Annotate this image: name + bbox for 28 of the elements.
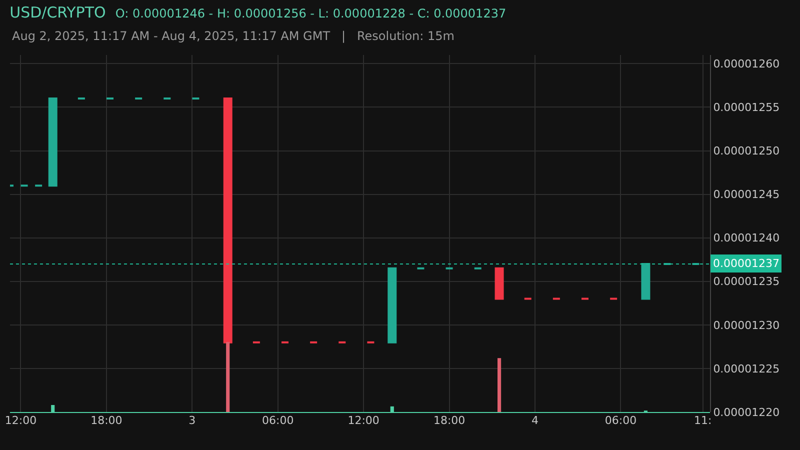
candlestick	[641, 262, 650, 300]
chart-subtitle: Aug 2, 2025, 11:17 AM - Aug 4, 2025, 11:17 AM GMT | Resolution: 15m	[12, 29, 454, 43]
x-tick-label: 06:00	[604, 414, 637, 427]
x-tick-label: 12:00	[4, 414, 37, 427]
candlestick	[388, 267, 397, 344]
y-tick-label: 0.00001250	[713, 144, 780, 158]
x-tick-label: 18:00	[433, 414, 466, 427]
candlestick	[494, 267, 504, 300]
ref-line-label: 0.00001237	[713, 257, 780, 270]
text: O: 0.00001246 - H: 0.00001256 - L: 0.00001228 - C: 0.00001237	[115, 6, 506, 20]
y-tick-label: 0.00001235	[713, 275, 780, 288]
y-tick-label: 0.00001225	[713, 362, 780, 376]
x-tick-label: 11:	[694, 414, 712, 427]
y-tick-label: 0.00001245	[713, 188, 780, 202]
x-tick-label: 06:00	[262, 414, 294, 427]
x-tick-label: 3	[188, 414, 196, 427]
chart-title: USD/CRYPTO	[10, 3, 106, 22]
y-tick-label: 0.00001230	[713, 318, 780, 332]
x-tick-label: 18:00	[90, 414, 122, 427]
y-tick-label: 0.00001220	[713, 406, 780, 419]
x-tick-label: 12:00	[348, 414, 380, 427]
y-tick-label: 0.00001260	[713, 58, 780, 71]
bar	[226, 342, 230, 412]
candlestick	[48, 98, 58, 187]
x-tick-label: 4	[532, 414, 538, 427]
y-tick-label: 0.00001255	[713, 101, 780, 114]
y-tick-label: 0.00001240	[713, 232, 780, 245]
bar	[498, 358, 502, 412]
